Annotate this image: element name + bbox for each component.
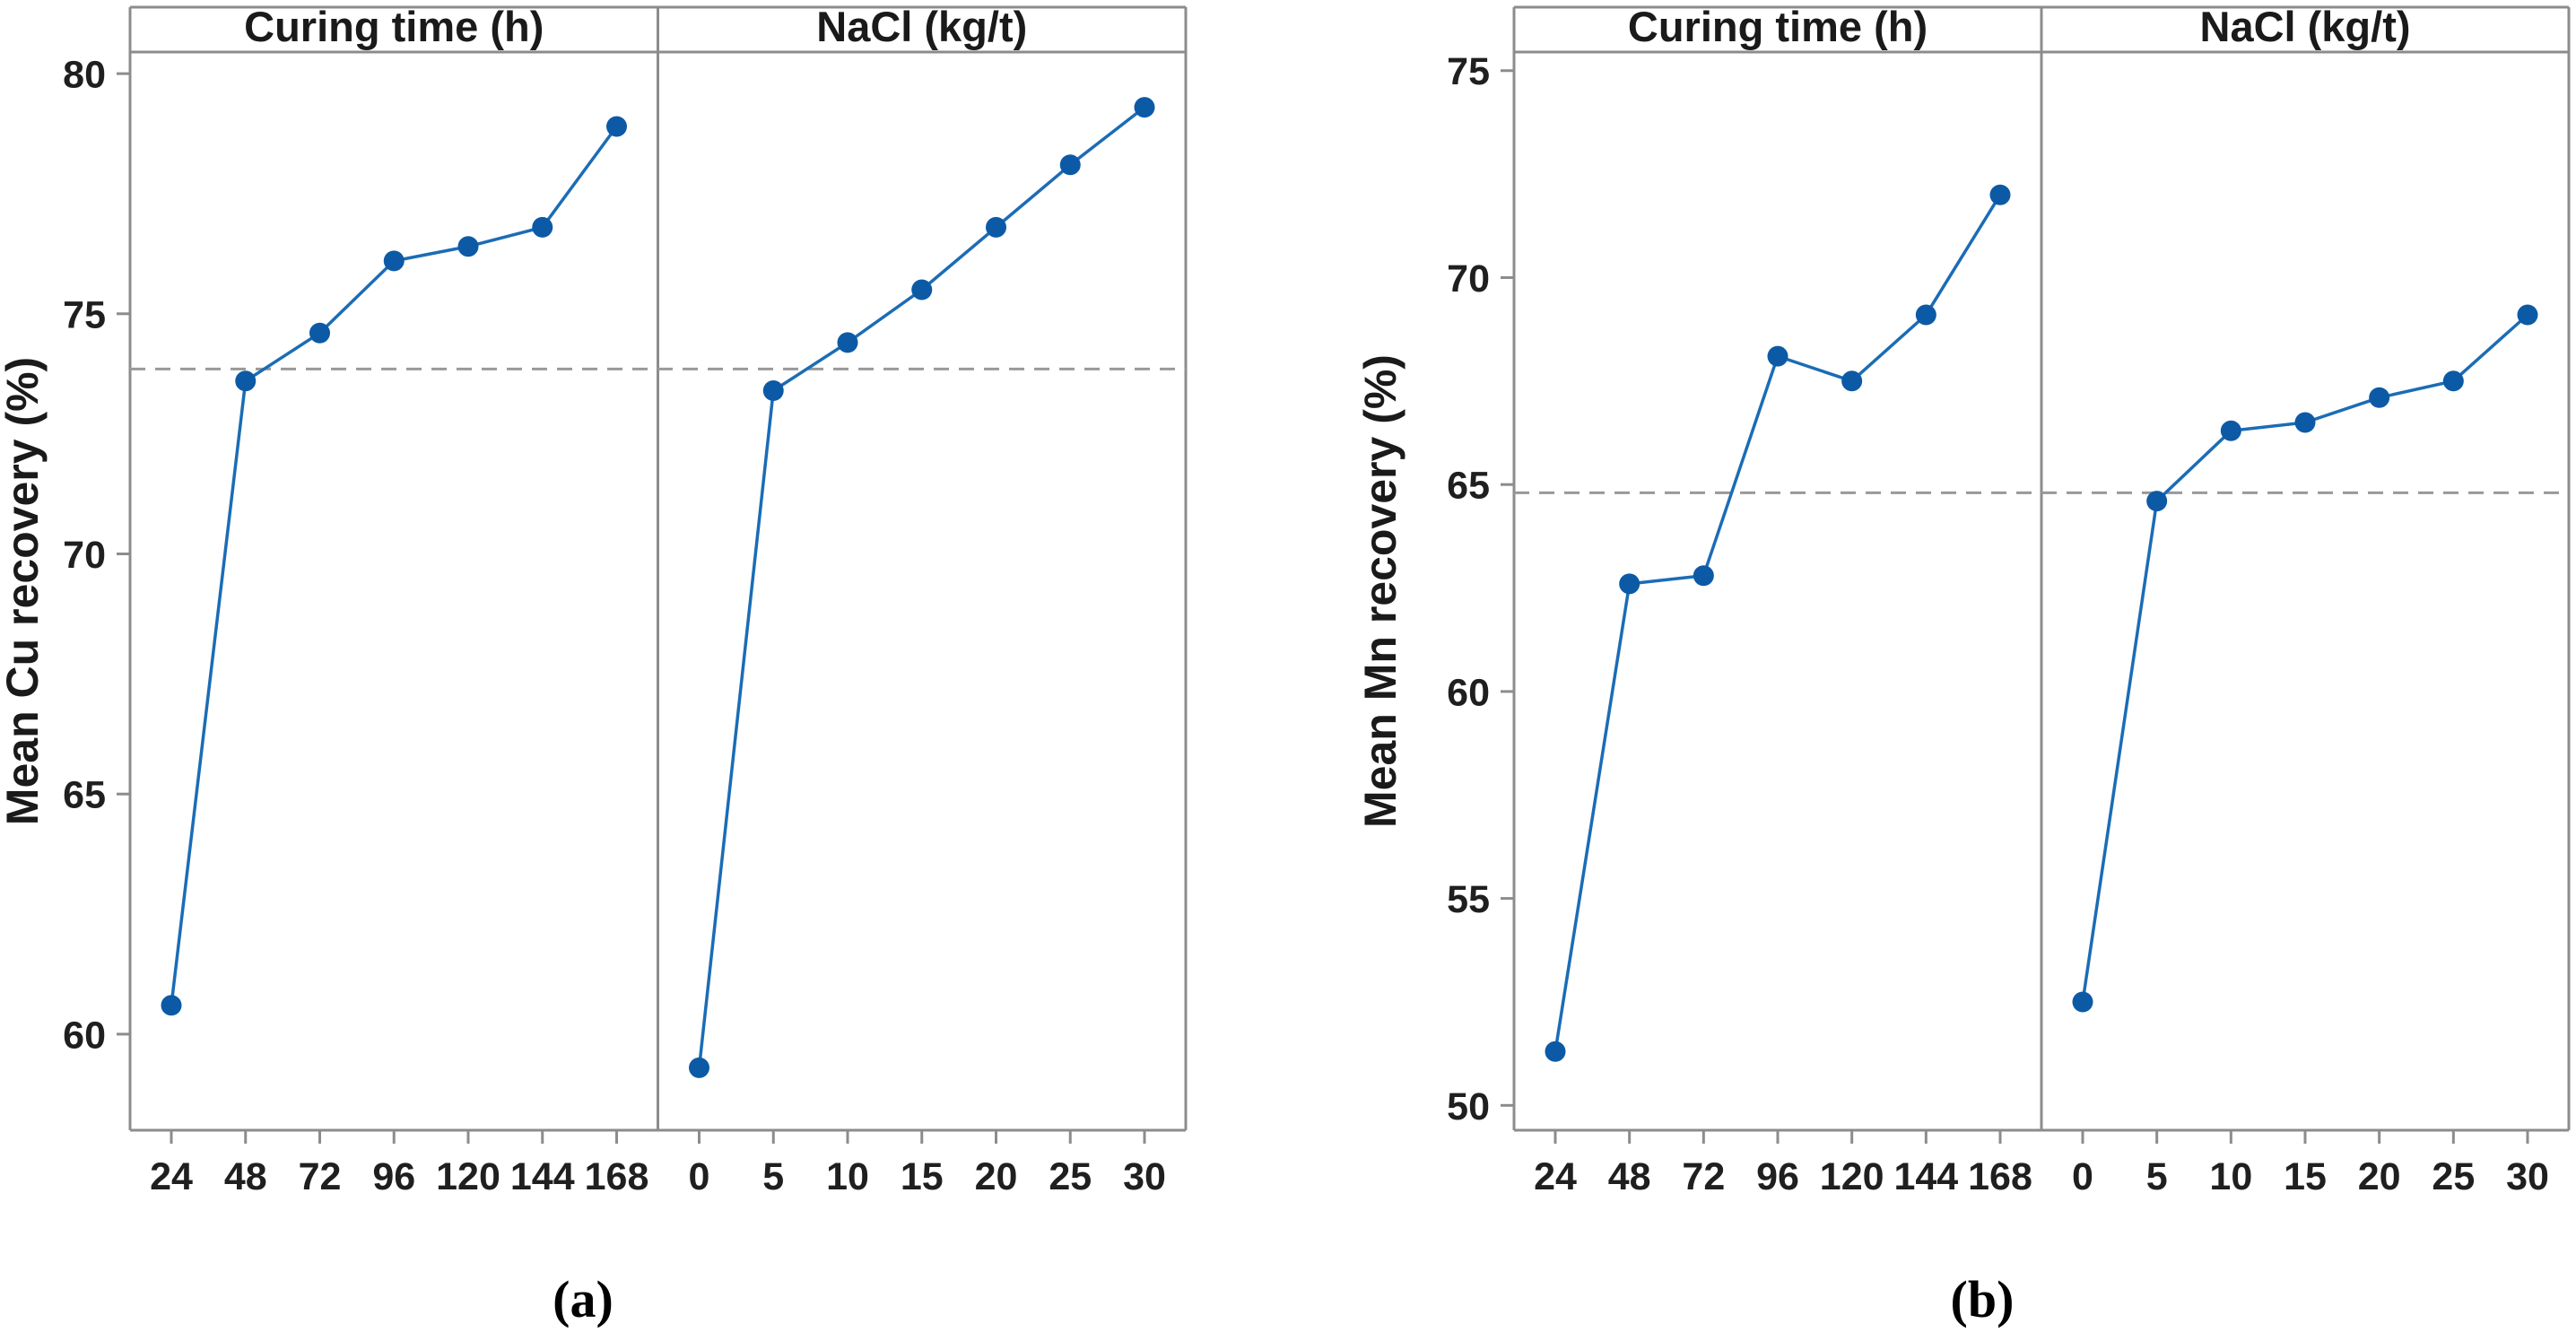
x-tick-label: 15	[901, 1155, 944, 1198]
x-tick-label: 96	[372, 1155, 415, 1198]
data-point	[235, 370, 257, 392]
y-tick-label: 75	[1447, 50, 1490, 93]
y-tick-label: 75	[63, 293, 106, 336]
series-line	[697, 105, 1146, 1070]
data-point	[1915, 304, 1936, 326]
x-tick-label: 30	[2506, 1155, 2549, 1198]
data-point	[309, 322, 330, 344]
x-tick-label: 72	[1682, 1155, 1725, 1198]
data-point	[1059, 154, 1081, 176]
data-point	[911, 279, 933, 300]
figure-b: 50 55 60 65 70 75 Curing time (h) 24 48 72 96 120 14…	[1288, 0, 2576, 1341]
data-point	[1989, 184, 2011, 205]
data-point	[457, 236, 479, 257]
data-point	[383, 250, 405, 272]
x-tick-label: 10	[826, 1155, 869, 1198]
x-tick-label: 168	[585, 1155, 649, 1198]
data-point	[762, 380, 784, 401]
data-point	[689, 1057, 709, 1078]
x-tick-label: 168	[1968, 1155, 2032, 1198]
y-tick-label: 70	[1447, 257, 1490, 300]
series-line	[1553, 193, 2002, 1054]
x-tick-label: 120	[436, 1155, 500, 1198]
x-tick-label: 120	[1820, 1155, 1884, 1198]
x-tick-label: 5	[2146, 1155, 2168, 1198]
data-point	[161, 995, 182, 1016]
y-axis-title: Mean Mn recovery (%)	[1355, 354, 1405, 828]
data-point	[532, 216, 553, 238]
x-tick-label: 144	[1893, 1155, 1958, 1198]
data-point	[2220, 420, 2241, 441]
panel-title: NaCl (kg/t)	[2200, 3, 2411, 50]
y-tick-label: 60	[1447, 671, 1490, 714]
x-tick-label: 15	[2284, 1155, 2327, 1198]
x-tick-label: 30	[1123, 1155, 1166, 1198]
data-point	[986, 216, 1006, 238]
x-tick-label: 5	[762, 1155, 784, 1198]
y-tick-label: 65	[1447, 465, 1490, 508]
data-point	[837, 332, 858, 353]
data-point	[606, 116, 627, 137]
panel-title: Curing time (h)	[244, 3, 544, 50]
data-point	[1134, 97, 1155, 118]
figure-a: 60 65 70 75 80 Curing time (h) 24 48 72 96 120 144 1…	[0, 3, 1188, 1328]
figure-a-caption: (a)	[553, 1270, 614, 1328]
x-tick-label: 20	[975, 1155, 1018, 1198]
figure-b-caption: (b)	[1950, 1270, 2015, 1328]
data-point	[2517, 304, 2538, 326]
data-point	[1545, 1041, 1566, 1062]
x-tick-label: 48	[224, 1155, 267, 1198]
x-tick-label: 24	[150, 1155, 193, 1198]
y-tick-label: 65	[63, 774, 106, 817]
x-tick-label: 24	[1534, 1155, 1577, 1198]
x-tick-label: 144	[510, 1155, 575, 1198]
y-tick-label: 60	[63, 1014, 106, 1057]
x-tick-label: 0	[689, 1155, 710, 1198]
x-tick-label: 72	[299, 1155, 342, 1198]
x-tick-label: 25	[2432, 1155, 2475, 1198]
data-point	[2294, 412, 2316, 433]
y-tick-label: 80	[63, 54, 106, 97]
data-point	[2072, 991, 2093, 1013]
y-tick-label: 50	[1447, 1085, 1490, 1128]
data-point	[1841, 370, 1863, 392]
data-point	[1767, 345, 1788, 367]
y-tick-label: 70	[63, 534, 106, 577]
x-tick-label: 25	[1049, 1155, 1092, 1198]
data-point	[1619, 573, 1640, 595]
data-point	[2146, 491, 2168, 512]
data-point	[1693, 565, 1714, 587]
x-tick-label: 0	[2072, 1155, 2093, 1198]
x-tick-label: 10	[2209, 1155, 2252, 1198]
x-tick-label: 96	[1756, 1155, 1799, 1198]
x-tick-label: 48	[1608, 1155, 1651, 1198]
panel-title: NaCl (kg/t)	[816, 3, 1027, 50]
data-point	[2442, 370, 2464, 392]
panel-title: Curing time (h)	[1628, 3, 1928, 50]
data-point	[2369, 387, 2390, 408]
y-tick-label: 55	[1447, 878, 1490, 921]
y-axis-title: Mean Cu recovery (%)	[0, 357, 48, 825]
x-tick-label: 20	[2358, 1155, 2401, 1198]
